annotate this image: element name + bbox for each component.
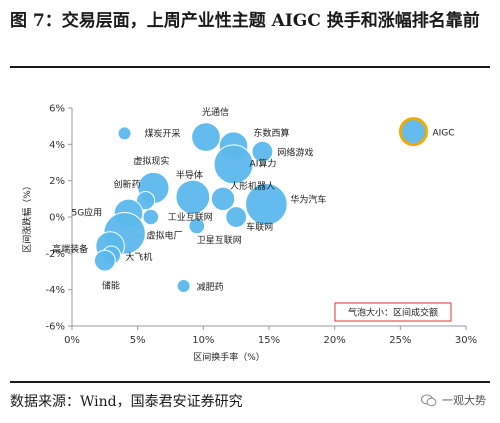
y-tick-label: 6%	[49, 104, 65, 115]
scatter-chart: 6% 4% 2% 0% -2% -4% -6% 0% 5% 10% 15% 20% 25% 30% 区间换手…	[21, 104, 477, 364]
label-车联网: 车联网	[246, 221, 273, 233]
wechat-icon	[421, 394, 437, 406]
label-东数西算: 东数西算	[254, 127, 290, 139]
label-华为汽车: 华为汽车	[290, 193, 326, 205]
label-网络游戏: 网络游戏	[277, 147, 313, 159]
size-note-text: 气泡大小：区间成交额	[348, 307, 438, 319]
bubble-煤炭开采	[117, 126, 132, 141]
x-tick-label: 10%	[192, 335, 214, 346]
y-tick-label: 0%	[49, 213, 65, 224]
label-大飞机: 大飞机	[125, 251, 152, 263]
label-AI算力: AI算力	[250, 157, 277, 169]
bubble-人形机器人	[210, 186, 236, 212]
bubble-AIGC	[398, 117, 428, 147]
bubble-layer	[93, 117, 428, 294]
bubble-光通信	[191, 122, 221, 152]
data-source: 数据来源：Wind，国泰君安证券研究	[10, 394, 243, 410]
y-axis-title: 区间涨跌幅（%）	[21, 181, 33, 253]
bubble-储能	[93, 249, 116, 272]
bubble-车联网	[225, 206, 248, 228]
label-煤炭开采: 煤炭开采	[145, 127, 181, 139]
label-创新药: 创新药	[114, 179, 141, 191]
label-储能: 储能	[102, 280, 120, 292]
label-虚拟电厂: 虚拟电厂	[147, 229, 183, 241]
label-5G应用: 5G应用	[71, 206, 102, 218]
label-工业互联网: 工业互联网	[168, 212, 213, 223]
label-高端装备: 高端装备	[52, 243, 88, 255]
y-tick-label: -2%	[46, 249, 65, 260]
bubble-网络游戏	[251, 140, 274, 163]
y-tick-label: -6%	[46, 322, 65, 333]
x-tick-label: 25%	[389, 335, 411, 346]
bubble-AI算力	[213, 144, 254, 185]
x-tick-label: 15%	[258, 335, 280, 346]
bubble-创新药	[135, 191, 156, 211]
bubble-减肥药	[176, 279, 191, 294]
watermark: 一观大势	[421, 392, 486, 408]
size-note-box	[334, 302, 452, 322]
size-note: 气泡大小：区间成交额	[334, 302, 452, 322]
source-rule	[10, 381, 490, 383]
label-AIGC: AIGC	[432, 129, 454, 139]
chart-axes: 6% 4% 2% 0% -2% -4% -6% 0% 5% 10% 15% 20% 25% 30% 区间换手…	[21, 104, 477, 364]
label-虚拟现实: 虚拟现实	[133, 155, 169, 167]
figure-title: 图 7：交易层面，上周产业性主题 AIGC 换手和涨幅排名靠前	[10, 11, 480, 31]
y-tick-label: -4%	[46, 285, 65, 296]
x-axis-title: 区间换手率（%）	[193, 351, 265, 363]
label-减肥药: 减肥药	[197, 281, 224, 293]
label-半导体: 半导体	[176, 169, 203, 181]
x-tick-label: 5%	[130, 335, 146, 346]
bubble-半导体	[175, 179, 211, 215]
label-卫星互联网: 卫星互联网	[197, 235, 242, 246]
bubble-华为汽车	[245, 182, 288, 226]
x-tick-label: 30%	[455, 335, 477, 346]
bubble-卫星互联网	[188, 217, 206, 235]
watermark-text: 一观大势	[442, 394, 486, 407]
title-rule	[10, 66, 490, 68]
label-人形机器人: 人形机器人	[230, 180, 275, 192]
x-tick-label: 0%	[64, 335, 80, 346]
bubble-工业互联网	[142, 208, 160, 226]
x-tick-label: 20%	[324, 335, 346, 346]
y-tick-label: 4%	[49, 140, 65, 151]
label-光通信: 光通信	[202, 106, 229, 118]
y-tick-label: 2%	[49, 176, 65, 187]
